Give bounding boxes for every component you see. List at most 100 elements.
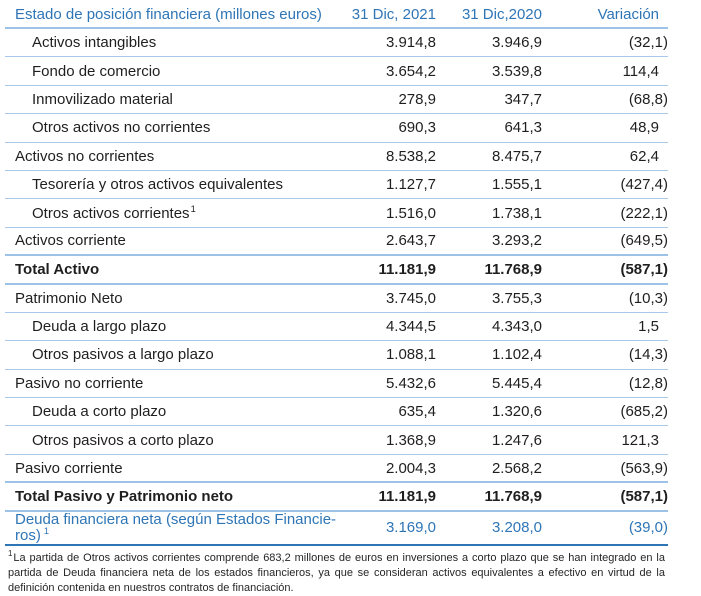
value-2021: 1.368,9 [385, 431, 436, 449]
value-variation: (32,1) [628, 34, 668, 52]
row-label-line2: ros) [15, 526, 41, 544]
row-label: Activos no corrientes [15, 147, 155, 165]
value-2020: 11.768,9 [484, 260, 542, 278]
value-variation: (563,9) [620, 459, 668, 477]
value-2020: 8.475,7 [491, 147, 542, 165]
column-header-2020: 31 Dic,2020 [461, 6, 542, 23]
row-label: Otros pasivos a largo plazo [32, 346, 214, 364]
footnote-marker: 1 [8, 548, 13, 558]
value-2020: 11.768,9 [484, 487, 542, 505]
table-header-row: Estado de posición financiera (millones … [5, 2, 668, 29]
row-label: Pasivo no corriente [15, 374, 144, 392]
value-2021: 11.181,9 [378, 487, 436, 505]
table-row: Inmovilizado material 278,9 347,7 (68,8) [5, 86, 668, 115]
row-label: Otros pasivos a corto plazo [32, 431, 214, 449]
table-row: Otros activos corrientes1 1.516,0 1.738,… [5, 199, 668, 228]
value-2021: 1.127,7 [385, 176, 436, 194]
table-row: Deuda a largo plazo 4.344,5 4.343,0 1,5 [5, 313, 668, 342]
footnote-ref: 1 [43, 525, 50, 536]
value-variation: (39,0) [628, 519, 668, 537]
row-label: Otros activos corrientes1 [5, 203, 345, 222]
column-header-variation: Variación [597, 6, 659, 23]
row-label-line1: Deuda financiera neta (según Estados Fin… [15, 510, 337, 528]
value-2021: 11.181,9 [378, 260, 436, 278]
table-row: Otros pasivos a largo plazo 1.088,1 1.10… [5, 341, 668, 370]
footnote-ref: 1 [190, 203, 196, 214]
value-variation: (14,3) [628, 346, 668, 364]
row-label: Deuda financiera neta (según Estados Fin… [5, 510, 345, 544]
value-variation: 48,9 [629, 119, 659, 137]
value-2020: 3.755,3 [491, 289, 542, 307]
table-row: Patrimonio Neto 3.745,0 3.755,3 (10,3) [5, 285, 668, 313]
table-row: Otros pasivos a corto plazo 1.368,9 1.24… [5, 426, 668, 455]
table-row: Pasivo corriente 2.004,3 2.568,2 (563,9) [5, 455, 668, 484]
row-label: Otros activos no corrientes [32, 119, 211, 137]
value-2020: 1.102,4 [491, 346, 542, 364]
value-2020: 1.738,1 [491, 204, 542, 222]
row-label: Tesorería y otros activos equivalentes [32, 176, 283, 194]
value-2021: 4.344,5 [385, 318, 436, 336]
row-label: Deuda a largo plazo [32, 318, 167, 336]
value-2020: 347,7 [504, 90, 542, 108]
value-2021: 1.516,0 [385, 204, 436, 222]
value-variation: (10,3) [628, 289, 668, 307]
table-row: Tesorería y otros activos equivalentes 1… [5, 171, 668, 200]
table-row: Fondo de comercio 3.654,2 3.539,8 114,4 [5, 57, 668, 86]
row-label: Activos corriente [15, 232, 126, 250]
value-variation: (587,1) [620, 487, 668, 505]
value-2021: 8.538,2 [385, 147, 436, 165]
value-2021: 2.004,3 [385, 459, 436, 477]
value-2020: 4.343,0 [491, 318, 542, 336]
table-row-total-activo: Total Activo 11.181,9 11.768,9 (587,1) [5, 256, 668, 285]
value-2020: 5.445,4 [491, 374, 542, 392]
row-label: Deuda a corto plazo [32, 403, 167, 421]
value-variation: (12,8) [628, 374, 668, 392]
value-2020: 2.568,2 [491, 459, 542, 477]
value-2021: 2.643,7 [385, 232, 436, 250]
value-2021: 3.654,2 [385, 62, 436, 80]
table-row: Deuda a corto plazo 635,4 1.320,6 (685,2… [5, 398, 668, 427]
value-2020: 3.539,8 [491, 62, 542, 80]
footnote: 1La partida de Otros activos corrientes … [5, 548, 668, 596]
value-variation: (222,1) [620, 204, 668, 222]
table-title: Estado de posición financiera (millones … [15, 6, 322, 23]
row-label: Inmovilizado material [32, 90, 173, 108]
value-2020: 1.555,1 [491, 176, 542, 194]
financial-position-table: Estado de posición financiera (millones … [5, 2, 668, 596]
value-variation: 62,4 [629, 147, 659, 165]
table-row: Activos no corrientes 8.538,2 8.475,7 62… [5, 143, 668, 171]
row-label: Patrimonio Neto [15, 289, 123, 307]
value-2021: 5.432,6 [385, 374, 436, 392]
table-row: Activos corriente 2.643,7 3.293,2 (649,5… [5, 228, 668, 257]
column-header-2021: 31 Dic, 2021 [351, 6, 436, 23]
value-variation: 121,3 [621, 431, 659, 449]
value-2021: 635,4 [398, 403, 436, 421]
row-label-text: Otros activos corrientes [32, 204, 190, 222]
value-2020: 1.320,6 [491, 403, 542, 421]
value-2021: 278,9 [398, 90, 436, 108]
table-row: Pasivo no corriente 5.432,6 5.445,4 (12,… [5, 370, 668, 399]
value-2020: 3.208,0 [491, 519, 542, 537]
value-variation: (649,5) [620, 232, 668, 250]
value-variation: 114,4 [622, 62, 659, 80]
table-row: Otros activos no corrientes 690,3 641,3 … [5, 114, 668, 143]
value-2020: 3.946,9 [491, 34, 542, 52]
value-variation: (587,1) [620, 260, 668, 278]
value-2021: 3.169,0 [385, 519, 436, 537]
row-label: Total Pasivo y Patrimonio neto [15, 487, 234, 505]
table-row: Activos intangibles 3.914,8 3.946,9 (32,… [5, 29, 668, 58]
value-2021: 1.088,1 [385, 346, 436, 364]
row-label: Activos intangibles [32, 34, 157, 52]
value-variation: (68,8) [628, 90, 668, 108]
footnote-text: La partida de Otros activos corrientes c… [8, 551, 665, 594]
value-variation: 1,5 [638, 318, 659, 336]
value-2021: 3.914,8 [385, 34, 436, 52]
row-label: Total Activo [15, 260, 100, 278]
value-variation: (685,2) [620, 403, 668, 421]
value-2021: 3.745,0 [385, 289, 436, 307]
row-label: Pasivo corriente [15, 459, 123, 477]
value-2020: 1.247,6 [491, 431, 542, 449]
table-row-net-financial-debt: Deuda financiera neta (según Estados Fin… [5, 510, 668, 546]
value-2021: 690,3 [398, 119, 436, 137]
table-row-total-pasivo: Total Pasivo y Patrimonio neto 11.181,9 … [5, 483, 668, 512]
